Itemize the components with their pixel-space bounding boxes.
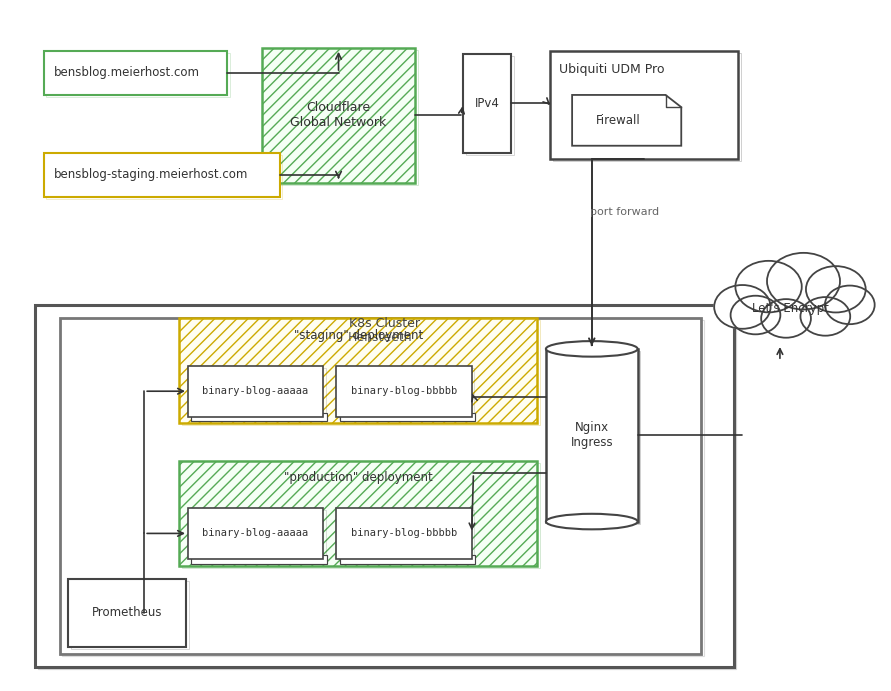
Bar [46, 155, 282, 198]
Circle shape [767, 253, 840, 310]
Text: Let's Encrypt: Let's Encrypt [752, 302, 829, 315]
Text: binary-blog-bbbbb: binary-blog-bbbbb [351, 386, 457, 396]
Bar [46, 53, 230, 97]
Circle shape [735, 261, 802, 312]
Bar [191, 510, 326, 561]
Bar [339, 556, 475, 564]
Bar [188, 508, 323, 559]
Text: binary-blog-bbbbb: binary-blog-bbbbb [351, 529, 457, 538]
Bar [551, 51, 738, 160]
Bar [337, 508, 471, 559]
Bar [188, 366, 323, 417]
Text: Cloudflare
Global Network: Cloudflare Global Network [290, 102, 387, 129]
Ellipse shape [546, 341, 638, 357]
Bar [339, 510, 474, 561]
Bar [466, 57, 513, 155]
Bar [553, 53, 740, 161]
Bar [337, 366, 471, 417]
Text: binary-blog-aaaaa: binary-blog-aaaaa [202, 386, 308, 396]
Bar [179, 461, 537, 565]
Bar [463, 55, 511, 153]
Ellipse shape [546, 514, 638, 529]
Bar [549, 351, 641, 524]
Text: bensblog.meierhost.com: bensblog.meierhost.com [54, 66, 200, 79]
Text: K8s Cluster: K8s Cluster [349, 317, 420, 330]
Bar [546, 349, 638, 522]
Circle shape [761, 299, 811, 338]
Bar [69, 579, 186, 647]
Circle shape [731, 296, 781, 334]
Text: Firewall: Firewall [595, 114, 641, 127]
Polygon shape [572, 95, 682, 146]
Bar [265, 50, 418, 185]
Text: Ubiquiti UDM Pro: Ubiquiti UDM Pro [559, 63, 665, 76]
Bar [182, 463, 540, 567]
Text: "production" deployment: "production" deployment [284, 471, 432, 484]
Text: Nginx
Ingress: Nginx Ingress [570, 422, 613, 449]
Text: IPv4: IPv4 [475, 97, 500, 110]
Circle shape [825, 285, 875, 324]
Bar [262, 48, 415, 183]
Text: Hensteeth: Hensteeth [348, 330, 413, 343]
Bar [44, 51, 227, 95]
Bar [35, 305, 733, 668]
Text: port forward: port forward [590, 207, 658, 217]
Circle shape [800, 297, 850, 336]
Bar [192, 556, 327, 564]
Bar [71, 581, 189, 649]
Text: bensblog-staging.meierhost.com: bensblog-staging.meierhost.com [54, 168, 249, 181]
Bar [339, 413, 475, 422]
Bar [62, 321, 704, 656]
Text: binary-blog-aaaaa: binary-blog-aaaaa [202, 529, 308, 538]
Bar [339, 368, 474, 419]
Text: Prometheus: Prometheus [92, 607, 162, 620]
Bar [192, 413, 327, 422]
Bar [60, 319, 701, 654]
Bar [44, 153, 280, 196]
Text: "staging" deployment: "staging" deployment [293, 328, 423, 341]
Circle shape [740, 265, 840, 342]
Bar [191, 368, 326, 419]
Bar [182, 321, 540, 426]
Circle shape [715, 285, 771, 329]
Bar [37, 307, 736, 669]
Circle shape [806, 266, 866, 312]
Bar [179, 319, 537, 424]
